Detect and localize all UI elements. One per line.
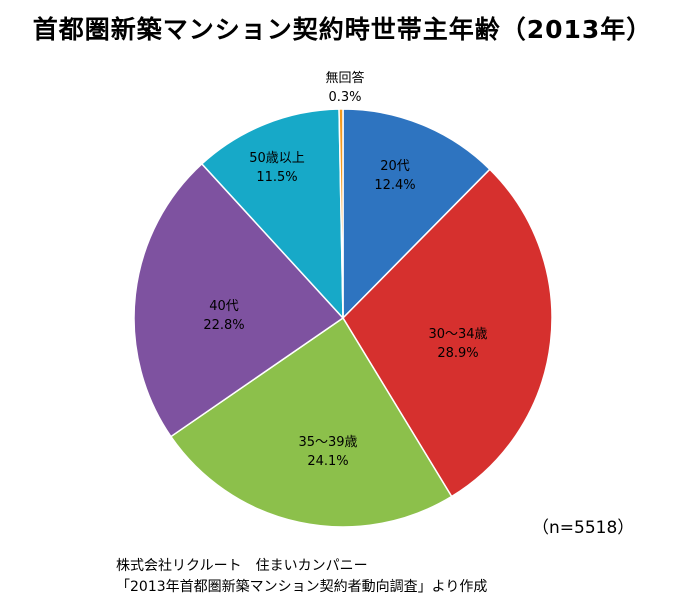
pie-slice xyxy=(342,108,491,320)
slice-value-label: 11.5% xyxy=(256,170,297,185)
source-note: 株式会社リクルート 住まいカンパニー 「2013年首都圏新築マンション契約者動向… xyxy=(116,556,487,598)
slice-value-label: 12.4% xyxy=(374,178,415,193)
slice-name-label: 35〜39歳 xyxy=(298,435,357,450)
source-line-1: 株式会社リクルート 住まいカンパニー xyxy=(116,558,368,574)
pie-slice xyxy=(169,316,453,528)
slice-name-label: 20代 xyxy=(380,159,410,174)
source-line-2: 「2013年首都圏新築マンション契約者動向調査」より作成 xyxy=(116,579,488,595)
slice-name-label: 40代 xyxy=(209,299,239,314)
slice-value-label: 22.8% xyxy=(203,318,244,333)
pie-slice xyxy=(342,168,553,498)
slice-name-label: 30〜34歳 xyxy=(428,327,487,342)
pie-slice xyxy=(133,162,345,438)
pie-slice xyxy=(200,108,344,320)
slice-value-label: 0.3% xyxy=(328,90,361,105)
slice-name-label: 50歳以上 xyxy=(249,151,305,166)
chart-title: 首都圏新築マンション契約時世帯主年齢（2013年） xyxy=(32,15,653,44)
sample-size: （n=5518） xyxy=(532,518,635,538)
pie-slice xyxy=(338,108,344,319)
slice-name-label: 無回答 xyxy=(325,70,364,86)
slice-value-label: 28.9% xyxy=(437,346,478,361)
slice-value-label: 24.1% xyxy=(307,454,348,469)
